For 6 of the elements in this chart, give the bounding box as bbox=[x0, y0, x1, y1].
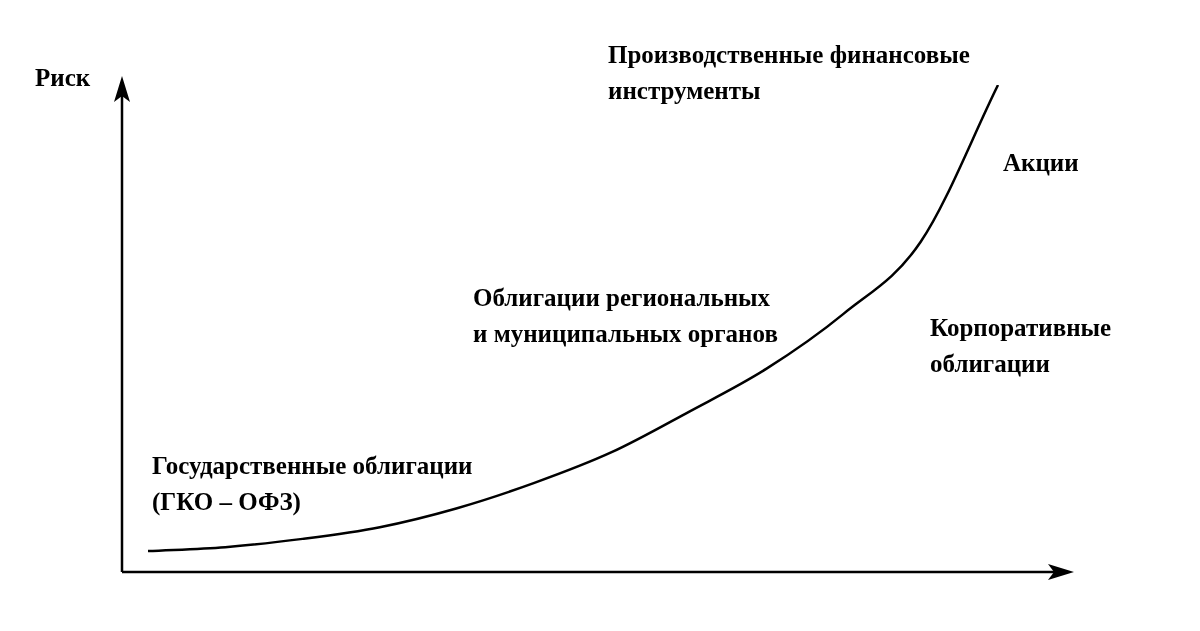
annotation: Облигации региональных и муниципальных органов bbox=[473, 284, 778, 348]
y-axis-title: Риск bbox=[35, 64, 91, 92]
annotation: Акции bbox=[1003, 149, 1079, 177]
annotation: Государственные облигации (ГКО – ОФЗ) bbox=[152, 452, 473, 517]
annotation: Производственные финансовые инструменты bbox=[608, 41, 970, 105]
annotation: Корпоративные облигации bbox=[930, 314, 1112, 378]
